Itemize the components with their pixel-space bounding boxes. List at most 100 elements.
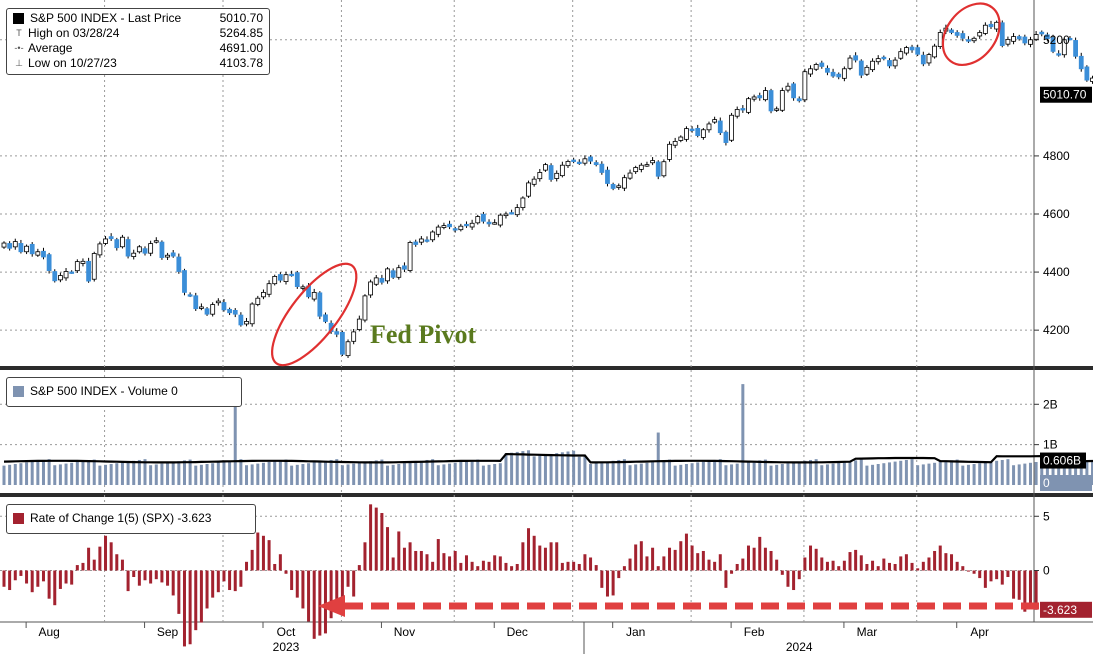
volume-bar bbox=[143, 459, 147, 485]
candle-body bbox=[187, 294, 193, 297]
candle-body bbox=[396, 267, 402, 278]
annotation-overlays bbox=[270, 2, 1093, 617]
volume-bar bbox=[149, 465, 153, 485]
volume-bar bbox=[854, 460, 858, 485]
volume-bar bbox=[724, 465, 728, 485]
candle-body bbox=[497, 214, 503, 226]
price-last-flag: 5010.70 bbox=[1040, 86, 1092, 103]
candle-body bbox=[430, 231, 436, 241]
candle-body bbox=[289, 273, 295, 277]
roc-bar bbox=[402, 547, 406, 571]
candle-body bbox=[97, 243, 103, 256]
candle-body bbox=[1050, 37, 1056, 52]
volume-bar bbox=[515, 451, 519, 485]
candle-body bbox=[836, 73, 842, 78]
roc-bar bbox=[425, 554, 429, 571]
candle-body bbox=[729, 114, 734, 141]
volume-bar bbox=[13, 464, 17, 485]
roc-bar bbox=[707, 559, 711, 571]
candle-body bbox=[334, 331, 340, 335]
highlight-circle bbox=[941, 2, 1001, 66]
roc-legend: Rate of Change 1(5) (SPX) -3.623 bbox=[6, 504, 256, 534]
candle-body bbox=[351, 331, 357, 342]
candle-body bbox=[283, 274, 289, 282]
volume-bar bbox=[617, 459, 621, 485]
candle-body bbox=[18, 243, 24, 253]
volume-bar bbox=[199, 464, 203, 485]
roc-bar bbox=[352, 570, 356, 597]
candle-body bbox=[317, 292, 323, 317]
volume-bar bbox=[442, 464, 446, 485]
volume-bar bbox=[504, 453, 508, 485]
candle-body bbox=[751, 96, 757, 100]
candle-body bbox=[627, 172, 633, 179]
roc-bar bbox=[583, 554, 587, 571]
price-tick-label: 4200 bbox=[1043, 323, 1070, 337]
candle-body bbox=[52, 271, 58, 282]
volume-bar bbox=[335, 459, 339, 485]
volume-bar bbox=[301, 464, 305, 485]
candle-body bbox=[193, 295, 199, 310]
roc-bar bbox=[938, 545, 942, 571]
candle-body bbox=[215, 300, 221, 304]
volume-bar bbox=[386, 465, 390, 485]
roc-bar bbox=[589, 557, 593, 571]
roc-bar bbox=[171, 570, 175, 596]
candle-body bbox=[232, 310, 238, 315]
low-value: 4103.78 bbox=[219, 56, 263, 70]
candle-body bbox=[920, 54, 926, 65]
volume-bar bbox=[64, 463, 68, 485]
roc-bar bbox=[746, 545, 750, 571]
roc-bar bbox=[442, 553, 446, 571]
volume-bar bbox=[290, 465, 294, 485]
volume-bar bbox=[70, 462, 74, 485]
volume-bar bbox=[211, 463, 215, 485]
roc-bar bbox=[53, 570, 57, 606]
volume-bar bbox=[98, 465, 102, 485]
volume-bar bbox=[464, 461, 468, 485]
roc-bar bbox=[1023, 570, 1027, 612]
candle-body bbox=[514, 207, 520, 216]
candle-body bbox=[813, 64, 819, 70]
volume-bar bbox=[718, 459, 722, 485]
candle-body bbox=[898, 51, 904, 59]
volume-bar bbox=[19, 463, 23, 485]
volume-bar bbox=[160, 463, 164, 485]
volume-bar bbox=[419, 460, 423, 485]
volume-bar bbox=[312, 462, 316, 485]
candle-body bbox=[825, 67, 830, 73]
roc-bar bbox=[696, 553, 700, 571]
volume-bar bbox=[126, 461, 130, 485]
candle-body bbox=[949, 29, 954, 33]
candle-body bbox=[717, 120, 723, 134]
candle-body bbox=[734, 109, 740, 117]
roc-bar bbox=[357, 565, 361, 571]
low-marker-icon: ⊥ bbox=[15, 58, 23, 68]
candle-body bbox=[277, 274, 283, 281]
volume-bar bbox=[950, 460, 954, 485]
volume-zero-flag: 0 bbox=[1040, 475, 1092, 491]
roc-bar bbox=[966, 570, 970, 572]
candle-body bbox=[261, 291, 266, 298]
candle-body bbox=[136, 246, 142, 253]
volume-bar bbox=[352, 463, 356, 485]
roc-bar bbox=[1017, 570, 1021, 600]
volume-bar bbox=[25, 462, 29, 485]
roc-bar bbox=[504, 562, 508, 571]
roc-bar bbox=[668, 547, 672, 571]
candle-body bbox=[582, 158, 588, 164]
candle-body bbox=[576, 161, 582, 165]
volume-bar bbox=[639, 463, 643, 485]
candle-body bbox=[74, 261, 80, 272]
candle-body bbox=[509, 212, 515, 215]
volume-bar bbox=[730, 464, 734, 485]
roc-bar bbox=[149, 570, 153, 584]
roc-bar bbox=[284, 570, 288, 574]
candle-body bbox=[368, 281, 374, 296]
candle-body bbox=[475, 216, 481, 224]
candle-body bbox=[244, 321, 249, 325]
volume-bar bbox=[848, 461, 852, 485]
volume-bar bbox=[369, 461, 373, 485]
roc-bar bbox=[859, 555, 863, 571]
volume-bar bbox=[205, 464, 209, 485]
